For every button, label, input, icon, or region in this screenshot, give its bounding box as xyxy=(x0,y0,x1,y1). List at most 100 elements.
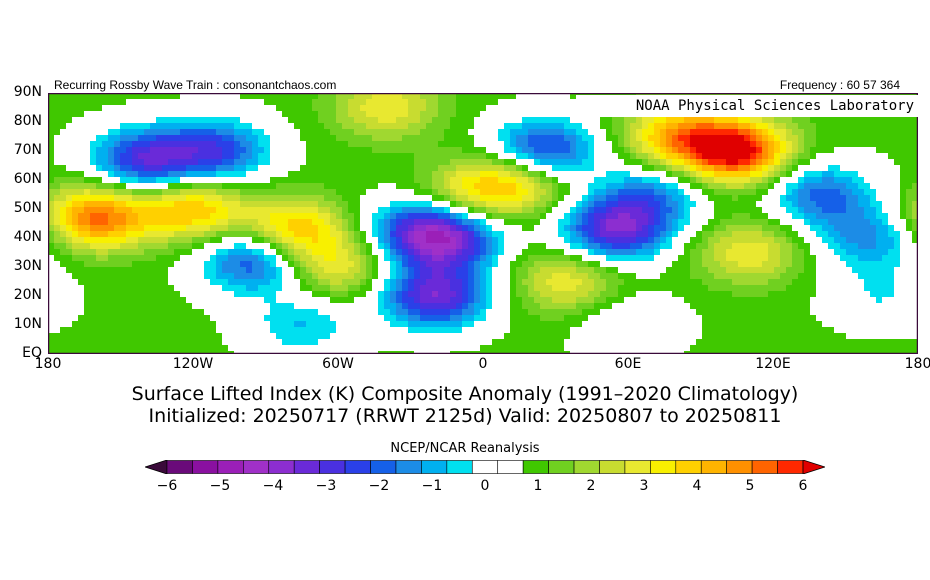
anomaly-cell xyxy=(306,99,313,106)
anomaly-cell xyxy=(396,291,403,298)
anomaly-cell xyxy=(840,129,847,136)
anomaly-cell xyxy=(114,231,121,238)
anomaly-cell xyxy=(348,135,355,142)
anomaly-cell xyxy=(492,111,499,118)
anomaly-cell xyxy=(858,201,865,208)
anomaly-cell xyxy=(624,273,631,280)
anomaly-cell xyxy=(204,237,211,244)
anomaly-cell xyxy=(474,135,481,142)
anomaly-cell xyxy=(870,177,877,184)
anomaly-cell xyxy=(276,219,283,226)
anomaly-cell xyxy=(876,117,883,124)
anomaly-cell xyxy=(540,279,547,286)
anomaly-cell xyxy=(648,189,655,196)
anomaly-cell xyxy=(186,117,193,124)
anomaly-cell xyxy=(762,159,769,166)
anomaly-cell xyxy=(222,255,229,262)
anomaly-cell xyxy=(54,153,61,160)
anomaly-cell xyxy=(66,273,73,280)
anomaly-cell xyxy=(54,255,61,262)
anomaly-cell xyxy=(102,147,109,154)
anomaly-cell xyxy=(240,231,247,238)
anomaly-cell xyxy=(366,135,373,142)
anomaly-cell xyxy=(906,219,913,226)
anomaly-cell xyxy=(618,261,625,268)
anomaly-cell xyxy=(588,267,595,274)
anomaly-cell xyxy=(384,147,391,154)
anomaly-cell xyxy=(252,255,259,262)
anomaly-cell xyxy=(648,213,655,220)
anomaly-cell xyxy=(258,237,265,244)
anomaly-cell xyxy=(576,147,583,154)
anomaly-cell xyxy=(558,195,565,202)
anomaly-cell xyxy=(510,171,517,178)
anomaly-cell xyxy=(48,123,55,130)
anomaly-cell xyxy=(756,141,763,148)
anomaly-cell xyxy=(588,177,595,184)
anomaly-cell xyxy=(582,231,589,238)
anomaly-cell xyxy=(264,177,271,184)
anomaly-cell xyxy=(732,123,739,130)
anomaly-cell xyxy=(54,99,61,106)
anomaly-cell xyxy=(558,147,565,154)
anomaly-cell xyxy=(846,141,853,148)
anomaly-cell xyxy=(144,273,151,280)
anomaly-cell xyxy=(810,159,817,166)
anomaly-cell xyxy=(216,99,223,106)
anomaly-cell xyxy=(606,147,613,154)
anomaly-cell xyxy=(324,129,331,136)
anomaly-cell xyxy=(318,267,325,274)
anomaly-cell xyxy=(564,201,571,208)
anomaly-cell xyxy=(744,249,751,256)
anomaly-cell xyxy=(744,291,751,298)
anomaly-cell xyxy=(822,249,829,256)
anomaly-cell xyxy=(372,249,379,256)
anomaly-cell xyxy=(588,243,595,250)
anomaly-cell xyxy=(678,243,685,250)
anomaly-cell xyxy=(414,99,421,106)
anomaly-cell xyxy=(588,225,595,232)
anomaly-cell xyxy=(516,135,523,142)
anomaly-cell xyxy=(366,207,373,214)
anomaly-cell xyxy=(822,225,829,232)
anomaly-cell xyxy=(72,183,79,190)
anomaly-cell xyxy=(270,255,277,262)
anomaly-cell xyxy=(60,297,67,304)
anomaly-cell xyxy=(336,159,343,166)
anomaly-cell xyxy=(360,297,367,304)
anomaly-cell xyxy=(900,261,907,268)
anomaly-cell xyxy=(342,165,349,172)
anomaly-cell xyxy=(594,207,601,214)
anomaly-cell xyxy=(714,165,721,172)
anomaly-cell xyxy=(456,195,463,202)
anomaly-cell xyxy=(822,135,829,142)
anomaly-cell xyxy=(108,105,115,112)
anomaly-cell xyxy=(354,225,361,232)
anomaly-cell xyxy=(780,273,787,280)
anomaly-cell xyxy=(126,159,133,166)
anomaly-cell xyxy=(534,159,541,166)
anomaly-cell xyxy=(588,237,595,244)
anomaly-cell xyxy=(708,171,715,178)
anomaly-cell xyxy=(624,219,631,226)
anomaly-cell xyxy=(354,219,361,226)
anomaly-cell xyxy=(210,135,217,142)
anomaly-cell xyxy=(402,177,409,184)
anomaly-cell xyxy=(726,219,733,226)
anomaly-cell xyxy=(306,147,313,154)
anomaly-cell xyxy=(312,249,319,256)
anomaly-cell xyxy=(354,177,361,184)
anomaly-cell xyxy=(276,291,283,298)
anomaly-cell xyxy=(492,189,499,196)
anomaly-cell xyxy=(750,267,757,274)
anomaly-cell xyxy=(444,237,451,244)
anomaly-cell xyxy=(654,243,661,250)
anomaly-cell xyxy=(858,129,865,136)
anomaly-cell xyxy=(558,123,565,130)
anomaly-cell xyxy=(144,123,151,130)
anomaly-cell xyxy=(762,183,769,190)
anomaly-cell xyxy=(762,117,769,124)
anomaly-cell xyxy=(546,255,553,262)
anomaly-cell xyxy=(528,249,535,256)
anomaly-cell xyxy=(528,255,535,262)
